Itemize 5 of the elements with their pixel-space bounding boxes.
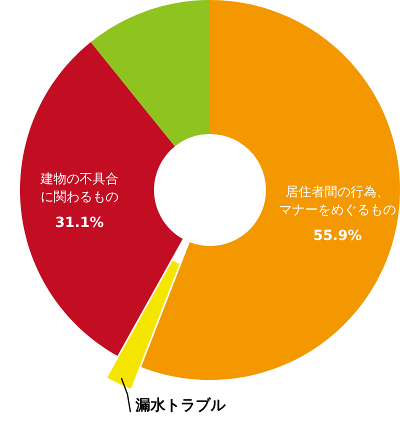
data-label: 31.1% <box>55 215 104 232</box>
slice-label: 建物の不具合に関わるもの <box>39 172 118 206</box>
data-label: 55.9% <box>313 228 362 244</box>
slice-label: 漏水トラブル <box>134 396 226 414</box>
slice-label: 居住者間の行為、マナーをめぐるもの <box>279 185 396 218</box>
